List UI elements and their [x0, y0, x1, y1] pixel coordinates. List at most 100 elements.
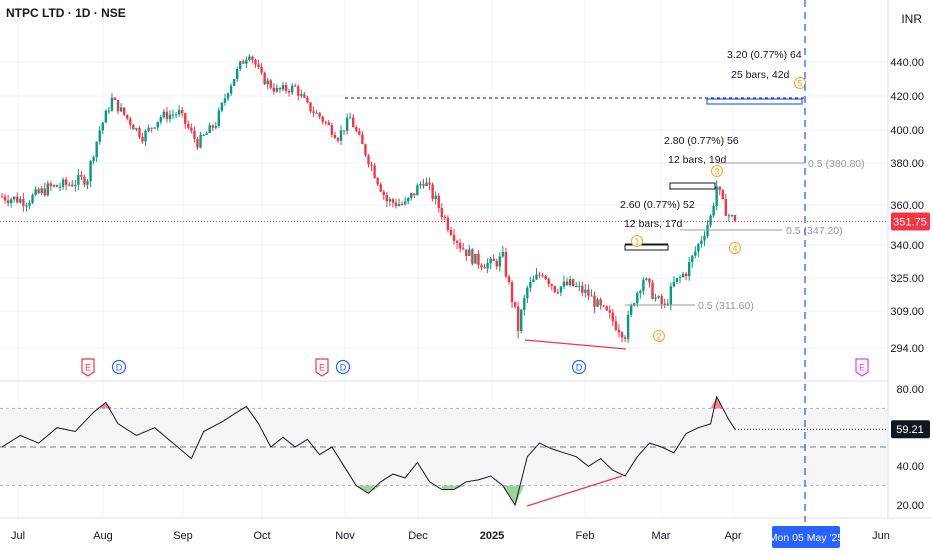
candle-down	[190, 127, 193, 131]
candle-up	[89, 161, 92, 182]
candle-up	[119, 107, 123, 112]
candle-down	[541, 275, 544, 277]
candle-down	[587, 289, 590, 296]
wave-label: 3	[714, 167, 719, 177]
wave-label: 5	[797, 79, 802, 89]
candle-up	[486, 263, 489, 269]
candle-up	[669, 286, 673, 305]
candle-down	[666, 303, 670, 305]
candle-down	[721, 190, 724, 200]
rsi-line	[1, 395, 736, 507]
earnings-badge	[315, 358, 329, 377]
candle-up	[46, 183, 50, 196]
measure-box	[706, 98, 803, 105]
candle-up	[199, 135, 202, 148]
candle-down	[361, 134, 364, 145]
candle-down	[495, 260, 498, 267]
candle-down	[294, 85, 297, 87]
candle-down	[400, 204, 404, 206]
candle-down	[455, 240, 459, 244]
candle-down	[477, 253, 480, 265]
candle-down	[376, 177, 379, 185]
candle-down	[617, 329, 621, 333]
wave-marker	[711, 165, 723, 177]
candle-down	[242, 61, 245, 64]
candle-down	[565, 281, 569, 285]
candle-down	[16, 196, 19, 203]
candle-up	[208, 125, 211, 134]
candle-down	[336, 138, 340, 141]
candle-down	[330, 124, 334, 135]
candle-down	[516, 306, 520, 332]
candle-down	[150, 127, 153, 129]
candle-down	[571, 279, 575, 287]
candle-down	[651, 282, 654, 299]
candle-up	[13, 196, 16, 200]
currency-label[interactable]: INR	[901, 12, 922, 26]
candle-down	[187, 123, 190, 128]
candle-up	[202, 134, 205, 136]
rsi-divergence-line	[526, 475, 623, 507]
candle-down	[684, 273, 688, 277]
candle-down	[6, 200, 10, 203]
candle-up	[168, 114, 172, 120]
candle-up	[681, 273, 685, 277]
event-letter: E	[85, 363, 91, 373]
candle-up	[156, 121, 159, 128]
candle-down	[284, 85, 288, 91]
candle-up	[636, 293, 639, 304]
candle-down	[364, 144, 367, 156]
candle-up	[98, 130, 101, 142]
candle-down	[303, 94, 306, 98]
candle-up	[86, 181, 89, 185]
candle-down	[614, 321, 618, 330]
candle-up	[645, 278, 648, 280]
candle-up	[245, 60, 248, 64]
symbol-title[interactable]: NTPC LTD · 1D · NSE	[6, 6, 126, 20]
time-tick-label: Jul	[11, 530, 25, 542]
candle-down	[382, 191, 385, 195]
candle-up	[578, 285, 581, 287]
candle-up	[498, 256, 502, 267]
candle-down	[55, 185, 59, 188]
candle-down	[465, 249, 468, 256]
candle-up	[703, 235, 706, 241]
candle-down	[492, 258, 495, 261]
event-letter: D	[340, 363, 347, 373]
candle-down	[122, 107, 126, 115]
candle-down	[440, 208, 443, 217]
measure-sub: 25 bars, 42d	[731, 69, 790, 81]
candle-up	[590, 295, 593, 297]
price-tick-label: 309.00	[890, 306, 924, 318]
crosshair-date-tag	[772, 526, 840, 548]
time-tick-label: Apr	[724, 530, 741, 542]
candle-down	[422, 184, 425, 186]
candle-up	[171, 114, 175, 116]
candle-up	[217, 110, 221, 126]
candle-up	[162, 111, 166, 118]
candle-up	[107, 110, 111, 112]
measure-label: 2.80 (0.77%) 56	[664, 135, 739, 147]
wave-label: 4	[732, 244, 737, 254]
candle-down	[254, 59, 257, 65]
candle-up	[629, 305, 633, 315]
candle-down	[0, 196, 4, 198]
candle-down	[113, 97, 117, 100]
candle-down	[184, 113, 187, 124]
candle-up	[77, 174, 80, 185]
candle-up	[19, 198, 22, 203]
candle-down	[623, 337, 627, 339]
candle-up	[468, 249, 471, 256]
candle-up	[52, 185, 56, 187]
candle-up	[220, 102, 224, 111]
candle-down	[287, 90, 291, 93]
candle-up	[144, 130, 147, 142]
candle-down	[306, 97, 309, 103]
candle-down	[718, 186, 721, 191]
event-letter: E	[859, 363, 865, 373]
candle-down	[22, 198, 25, 206]
price-tick-label: 325.00	[890, 273, 924, 285]
candle-down	[458, 243, 462, 249]
candle-up	[25, 205, 28, 207]
